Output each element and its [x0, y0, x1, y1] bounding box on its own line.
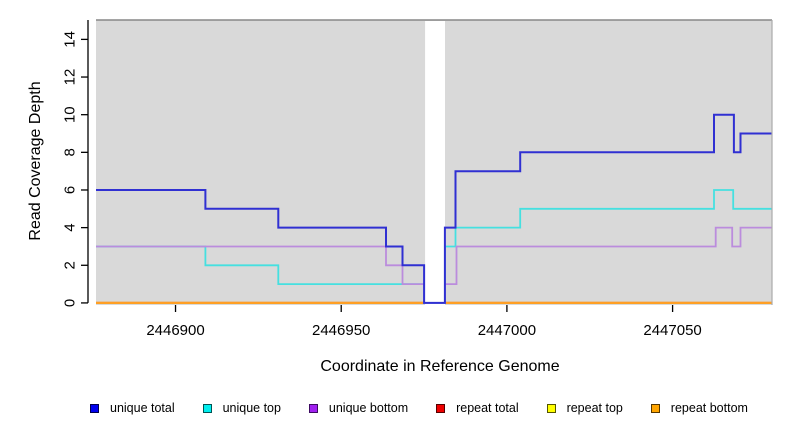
- legend-item-repeat-bottom: repeat bottom: [650, 401, 748, 415]
- legend-swatch-repeat-bottom: [650, 403, 660, 413]
- legend-label-repeat-top: repeat top: [566, 401, 623, 415]
- series-line-unique-bottom: [96, 226, 772, 304]
- legend-label-unique-bottom: unique bottom: [328, 401, 409, 415]
- y-tick-label: 4: [62, 223, 79, 231]
- legend-item-repeat-top: repeat top: [546, 401, 623, 415]
- legend-label-repeat-total: repeat total: [456, 401, 519, 415]
- legend-swatch-unique-total: [90, 403, 99, 413]
- legend-item-unique-total: unique total: [90, 401, 175, 415]
- x-tick-label: 2447000: [478, 322, 536, 339]
- y-tick-label: 14: [61, 31, 78, 48]
- series-line-unique-top: [96, 189, 772, 304]
- y-axis-title: Read Coverage Depth: [27, 81, 44, 240]
- series-line-unique-total: [96, 113, 772, 304]
- y-tick-label: 2: [61, 261, 78, 269]
- legend-item-unique-top: unique top: [202, 401, 281, 415]
- legend-label-repeat-bottom: repeat bottom: [670, 401, 748, 415]
- x-tick-label: 2447050: [643, 322, 701, 339]
- legend-label-unique-top: unique top: [222, 401, 281, 415]
- y-tick-label: 6: [61, 186, 78, 194]
- legend-label-unique-total: unique total: [110, 401, 175, 415]
- y-tick-label: 0: [62, 299, 79, 307]
- y-tick-label: 12: [62, 69, 79, 86]
- legend-item-repeat-total: repeat total: [436, 401, 519, 415]
- x-tick-label: 2446900: [146, 322, 204, 339]
- legend-swatch-repeat-total: [436, 403, 446, 413]
- x-tick-label: 2446950: [312, 322, 370, 339]
- legend-swatch-repeat-top: [546, 403, 556, 413]
- coverage-gap-band: [425, 21, 445, 306]
- legend-swatch-unique-bottom: [308, 403, 318, 413]
- y-tick-label: 10: [61, 106, 78, 123]
- y-tick-label: 8: [62, 148, 79, 156]
- legend: unique total unique top unique bottom repea…: [90, 399, 748, 417]
- legend-swatch-unique-top: [202, 403, 212, 413]
- x-axis-title: Coordinate in Reference Genome: [320, 358, 559, 375]
- legend-item-unique-bottom: unique bottom: [308, 401, 409, 415]
